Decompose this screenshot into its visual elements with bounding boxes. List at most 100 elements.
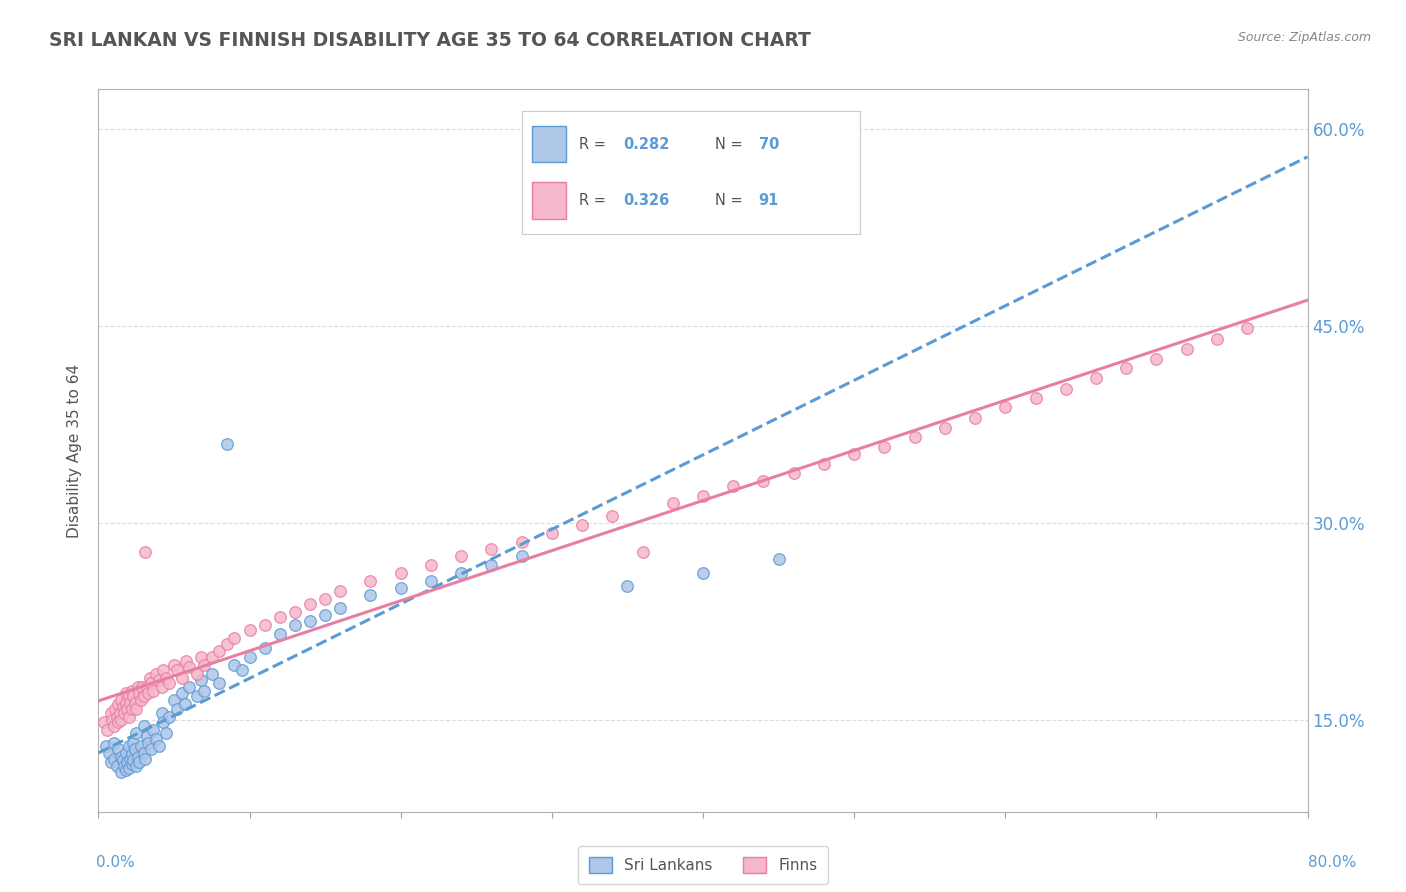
Point (114, 696, 136, 710)
Point (329, 601, 352, 615)
Point (813, 457, 835, 471)
Point (134, 752, 156, 766)
Point (152, 715, 174, 730)
Point (166, 663, 188, 677)
Point (239, 624, 262, 638)
Point (420, 574, 443, 588)
Point (571, 518, 593, 533)
Point (135, 680, 157, 694)
Point (98, 746, 121, 760)
Point (107, 741, 129, 756)
Point (110, 749, 132, 764)
Point (125, 702, 148, 716)
Point (150, 680, 173, 694)
Point (1054, 382, 1077, 396)
Point (201, 649, 224, 664)
Point (389, 582, 412, 596)
Point (93, 715, 115, 730)
Point (159, 710, 181, 724)
Point (253, 618, 276, 632)
Point (134, 544, 156, 558)
Point (155, 726, 177, 740)
Text: SRI LANKAN VS FINNISH DISABILITY AGE 35 TO 64 CORRELATION CHART: SRI LANKAN VS FINNISH DISABILITY AGE 35 … (49, 31, 811, 50)
Point (231, 663, 253, 677)
Point (115, 702, 138, 716)
Point (208, 676, 231, 690)
Point (128, 755, 150, 769)
Point (481, 558, 503, 572)
Point (934, 421, 956, 435)
Point (118, 689, 141, 703)
Point (127, 749, 149, 764)
Point (94, 739, 117, 753)
Point (142, 684, 165, 698)
Point (1085, 371, 1108, 385)
Point (1144, 351, 1167, 366)
Point (661, 496, 683, 510)
Point (118, 761, 141, 775)
Point (155, 671, 177, 685)
Point (299, 597, 322, 611)
Point (215, 437, 238, 451)
Point (631, 544, 654, 558)
Point (114, 746, 136, 760)
Point (783, 466, 806, 480)
Point (127, 680, 149, 694)
Point (122, 754, 145, 768)
Point (132, 746, 155, 760)
Point (125, 726, 148, 740)
Point (692, 490, 714, 504)
Point (602, 509, 624, 524)
Point (752, 474, 775, 488)
Point (124, 696, 146, 710)
Point (125, 758, 148, 772)
Point (145, 732, 167, 747)
Point (141, 676, 163, 690)
Point (170, 671, 193, 685)
Point (1024, 391, 1046, 405)
Point (1206, 332, 1229, 346)
Point (190, 649, 212, 664)
Point (1175, 343, 1198, 357)
Point (112, 758, 135, 772)
Point (481, 541, 503, 556)
Text: 80.0%: 80.0% (1309, 855, 1357, 870)
Point (174, 654, 197, 668)
Point (150, 706, 173, 721)
Point (873, 440, 896, 454)
Point (141, 741, 163, 756)
Point (136, 736, 159, 750)
Point (120, 696, 142, 710)
Point (299, 614, 322, 628)
Point (179, 680, 201, 694)
Point (107, 715, 129, 730)
Point (360, 574, 382, 588)
Point (114, 686, 136, 700)
Point (186, 689, 208, 703)
Point (1115, 360, 1137, 375)
Point (112, 706, 135, 721)
Point (122, 689, 145, 703)
Text: Source: ZipAtlas.com: Source: ZipAtlas.com (1237, 31, 1371, 45)
Point (108, 706, 131, 721)
Point (904, 430, 927, 444)
Point (104, 702, 127, 716)
Point (190, 673, 212, 688)
Point (148, 739, 170, 753)
Point (105, 758, 128, 772)
Point (284, 618, 307, 632)
Point (269, 610, 291, 624)
Point (96, 723, 118, 738)
Point (224, 657, 246, 672)
Point (124, 741, 146, 756)
Point (510, 535, 533, 549)
Point (136, 686, 159, 700)
Point (540, 202, 562, 217)
Point (103, 736, 125, 750)
Point (132, 719, 155, 733)
Point (201, 666, 224, 681)
Point (110, 713, 132, 727)
Point (616, 579, 638, 593)
Point (173, 697, 195, 711)
Legend: Sri Lankans, Finns: Sri Lankans, Finns (578, 847, 828, 884)
